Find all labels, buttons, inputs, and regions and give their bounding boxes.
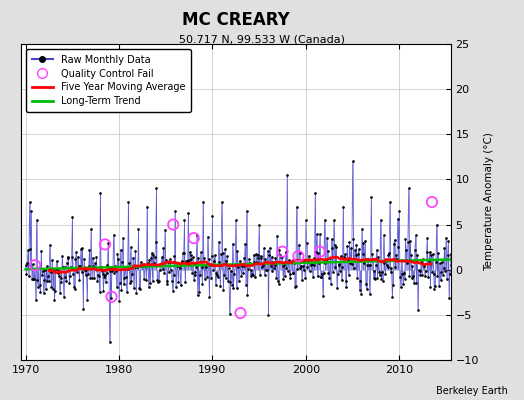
Y-axis label: Temperature Anomaly (°C): Temperature Anomaly (°C) [484, 132, 495, 272]
Point [31, 262, 39, 268]
Point [278, 248, 287, 255]
Point [428, 199, 436, 205]
Point [169, 221, 178, 228]
Point [315, 248, 324, 255]
Title: MC CREARY: MC CREARY [182, 10, 290, 28]
Point [190, 235, 198, 241]
Point [107, 294, 116, 300]
Text: 50.717 N, 99.533 W (Canada): 50.717 N, 99.533 W (Canada) [179, 34, 345, 44]
Text: Berkeley Earth: Berkeley Earth [436, 386, 508, 396]
Point [294, 253, 302, 259]
Legend: Raw Monthly Data, Quality Control Fail, Five Year Moving Average, Long-Term Tren: Raw Monthly Data, Quality Control Fail, … [26, 49, 191, 112]
Point [236, 310, 245, 316]
Point [101, 241, 109, 248]
